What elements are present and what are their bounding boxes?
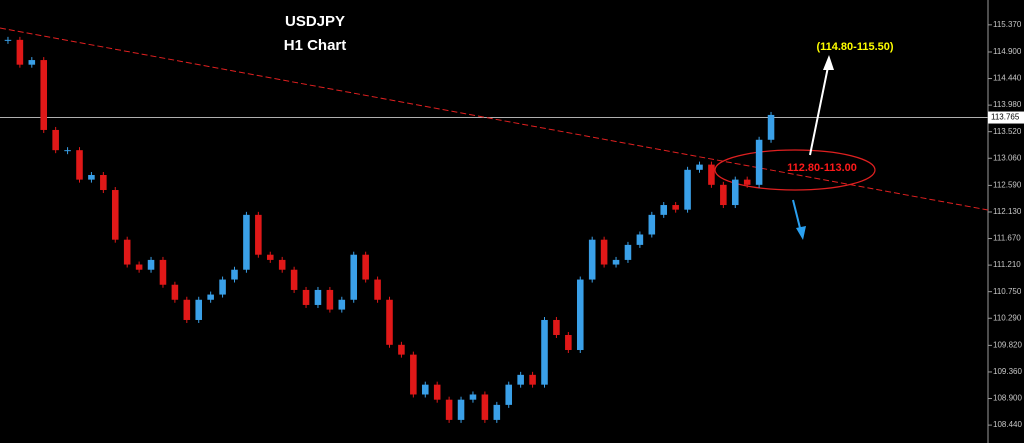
candle: [505, 384, 513, 405]
chart-subtitle: H1 Chart: [284, 37, 347, 54]
candle: [171, 284, 179, 300]
zone-ellipse: [714, 149, 876, 191]
candle: [600, 239, 608, 265]
candle: [421, 384, 429, 395]
up-arrow: [809, 61, 830, 156]
candle: [231, 269, 238, 280]
candle: [338, 299, 346, 310]
candle: [326, 289, 334, 310]
y-tick-label: 110.290: [993, 313, 1022, 322]
candle: [493, 404, 501, 420]
candle: [755, 139, 763, 185]
candle: [40, 60, 48, 130]
candle: [648, 214, 656, 235]
candle: [266, 254, 274, 260]
zone-annotation: 112.80-113.00: [787, 162, 857, 174]
candle: [123, 239, 131, 265]
target-annotation: (114.80-115.50): [816, 41, 893, 53]
candle: [565, 334, 572, 351]
y-tick-label: 113.980: [993, 100, 1022, 109]
chart-title: USDJPY: [285, 13, 345, 30]
y-tick-label: 112.590: [993, 181, 1022, 190]
candle: [743, 179, 751, 185]
y-tick-label: 111.210: [993, 260, 1021, 269]
last-price-box: [988, 111, 1024, 124]
y-tick-label: 113.520: [993, 127, 1022, 136]
candle: [433, 384, 441, 400]
candle: [314, 289, 322, 305]
candle: [362, 254, 369, 280]
candle: [398, 344, 405, 355]
candle: [410, 354, 417, 395]
y-tick-label: 113.060: [993, 153, 1022, 162]
down-arrow-head: [796, 226, 806, 240]
candle: [243, 214, 250, 270]
y-tick-label: 109.820: [993, 340, 1022, 349]
candle: [469, 394, 477, 400]
candle: [529, 374, 536, 385]
candle: [76, 150, 83, 180]
candle: [147, 259, 155, 270]
candle: [660, 205, 668, 215]
candle: [135, 264, 143, 270]
y-tick-label: 110.750: [993, 287, 1022, 296]
candle: [636, 234, 644, 245]
candle: [541, 319, 548, 385]
y-tick-label: 108.440: [993, 420, 1022, 429]
candle: [481, 394, 489, 420]
candle: [708, 164, 715, 185]
candle: [386, 299, 393, 345]
candle: [517, 374, 524, 385]
candle: [731, 179, 739, 206]
candle: [100, 175, 107, 191]
down-arrow: [792, 199, 802, 233]
candle: [767, 114, 775, 140]
candle: [374, 279, 381, 300]
candle: [159, 259, 167, 285]
candle: [290, 269, 298, 290]
candle: [672, 205, 679, 210]
last-price-label: 113.765: [991, 113, 1020, 122]
candle: [445, 399, 453, 420]
candle: [720, 184, 727, 206]
candle: [588, 239, 596, 280]
candle: [624, 244, 632, 260]
candle: [52, 129, 59, 151]
y-tick-label: 109.360: [993, 367, 1022, 376]
y-tick-label: 111.670: [993, 234, 1021, 243]
candle: [207, 294, 214, 300]
y-tick-label: 115.370: [993, 20, 1022, 29]
candle: [219, 279, 226, 295]
candle: [28, 60, 36, 65]
candle: [255, 214, 262, 255]
trend-line: [0, 27, 989, 211]
candle: [4, 39, 12, 41]
candle: [183, 299, 191, 320]
y-tick-label: 108.900: [993, 394, 1022, 403]
candle: [576, 279, 584, 351]
candle: [684, 169, 691, 210]
candle: [64, 150, 71, 152]
y-tick-label: 112.130: [993, 207, 1022, 216]
candle: [278, 259, 286, 270]
y-tick-label: 114.900: [993, 47, 1022, 56]
up-arrow-head: [823, 55, 834, 70]
candle: [612, 259, 620, 265]
y-tick-label: 114.440: [993, 74, 1022, 83]
candle: [302, 289, 310, 305]
candle: [553, 319, 560, 335]
candle: [195, 299, 203, 320]
candle: [88, 175, 95, 180]
candle: [16, 39, 24, 65]
candle: [350, 254, 358, 300]
candle: [696, 164, 703, 170]
candle: [457, 399, 465, 420]
candle: [111, 190, 119, 240]
